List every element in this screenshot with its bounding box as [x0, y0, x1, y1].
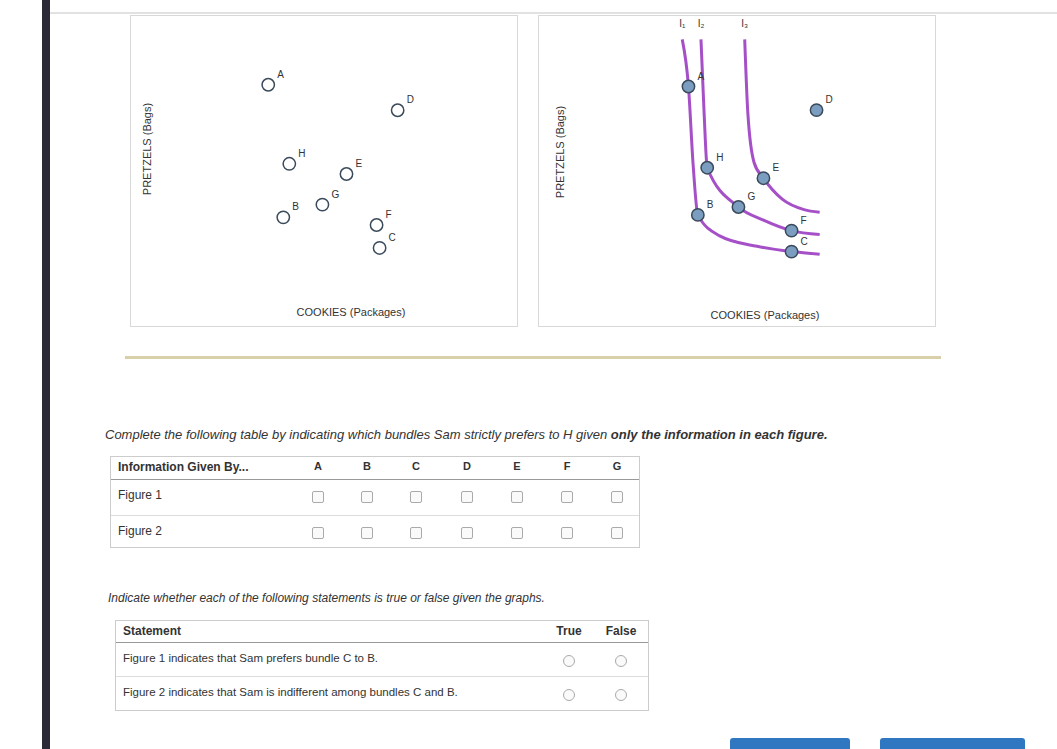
svg-text:B: B [707, 199, 714, 210]
svg-text:I₂: I₂ [698, 18, 705, 29]
html-text:Figure 2 indicates that Sam is: Figure 2 indicates that Sam is indiffere… [123, 686, 458, 698]
svg-text:G: G [747, 191, 755, 202]
html-text:True: True [556, 624, 582, 638]
html-text:PRETZELS (Bags): PRETZELS (Bags) [554, 105, 566, 199]
svg-text:C: C [389, 232, 396, 243]
svg-text:C: C [801, 236, 808, 247]
svg-text:E: E [355, 158, 362, 169]
html-text:Complete the following table b: Complete the following table by indicati… [105, 427, 828, 442]
svg-text:B: B [292, 201, 299, 212]
svg-text:A: A [697, 71, 704, 82]
html-text:Information Given By...: Information Given By... [118, 460, 249, 474]
svg-text:H: H [298, 148, 305, 159]
svg-text:H: H [716, 152, 723, 163]
svg-text:G: G [331, 189, 339, 200]
html-text:COOKIES (Packages): COOKIES (Packages) [296, 306, 406, 318]
svg-text:I₁: I₁ [679, 18, 686, 29]
svg-text:I₃: I₃ [741, 18, 748, 29]
html-text:False: False [605, 624, 637, 638]
svg-text:D: D [826, 94, 833, 105]
html-text:C: C [412, 460, 420, 472]
html-text:Figure 1: Figure 1 [118, 488, 162, 502]
html-text:Figure 1 indicates that Sam pr: Figure 1 indicates that Sam prefers bund… [123, 652, 379, 664]
html-text:Figure 2: Figure 2 [118, 524, 162, 538]
html-text:A: A [314, 460, 322, 472]
svg-text:F: F [801, 215, 807, 226]
html-text:Statement: Statement [123, 624, 181, 638]
html-text:E: E [513, 460, 521, 472]
html-text:Indicate whether each of the f: Indicate whether each of the following s… [108, 591, 545, 605]
html-text:G: G [612, 460, 622, 472]
svg-text:F: F [386, 209, 392, 220]
html-text:D: D [463, 460, 471, 472]
html-text:COOKIES (Packages): COOKIES (Packages) [710, 309, 820, 321]
html-text:B: B [363, 460, 371, 472]
svg-text:A: A [277, 69, 284, 80]
svg-text:D: D [407, 94, 414, 105]
html-text:F: F [563, 460, 571, 472]
html-text:PRETZELS (Bags): PRETZELS (Bags) [141, 102, 153, 195]
svg-text:E: E [772, 162, 779, 173]
